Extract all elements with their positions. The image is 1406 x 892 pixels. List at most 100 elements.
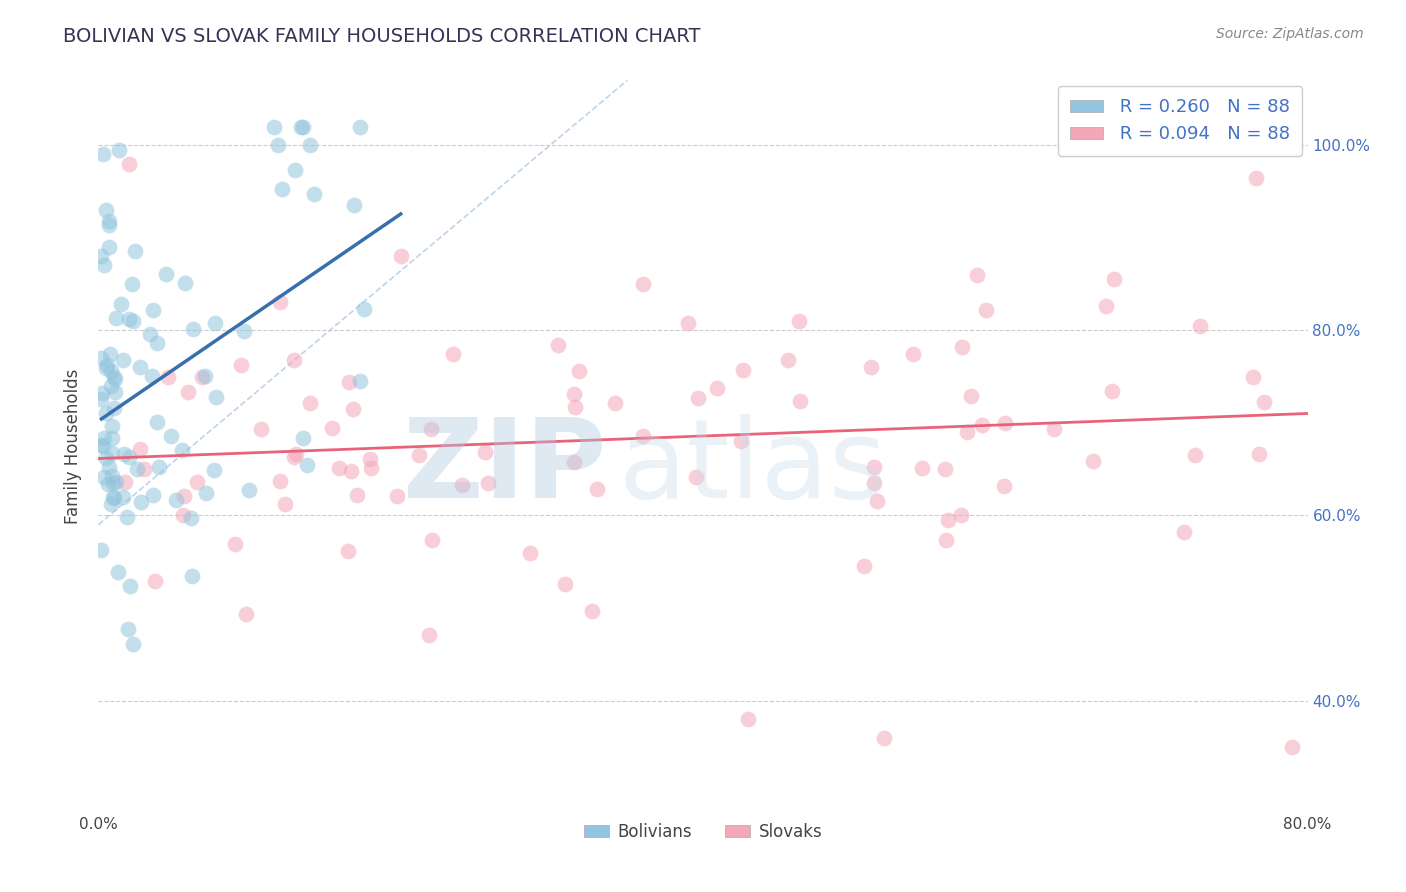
Point (101, 419, 124, 434)
Point (110, 297, 132, 311)
Point (974, 302, 997, 317)
Point (568, 364, 591, 378)
Point (1244, 170, 1267, 185)
Point (1189, 318, 1212, 333)
Point (862, 476, 884, 491)
Point (474, 445, 496, 459)
Point (581, 603, 603, 617)
Point (142, 302, 165, 317)
Point (340, 465, 363, 479)
Point (603, 396, 626, 410)
Point (101, 431, 124, 445)
Point (145, 574, 167, 588)
Point (180, 569, 202, 583)
Point (174, 276, 197, 290)
Point (935, 533, 957, 547)
Point (349, 120, 371, 134)
Point (250, 422, 273, 436)
Point (676, 316, 699, 330)
Point (342, 401, 364, 416)
Point (100, 498, 122, 512)
Point (100, 346, 122, 360)
Point (186, 475, 208, 490)
Point (235, 607, 257, 622)
Point (321, 421, 343, 435)
Point (337, 543, 360, 558)
Point (283, 450, 305, 464)
Point (118, 156, 141, 170)
Point (269, 295, 291, 310)
Point (121, 314, 143, 328)
Point (96, 359, 118, 373)
Point (205, 390, 228, 404)
Point (389, 249, 412, 263)
Point (387, 489, 409, 503)
Point (950, 508, 973, 522)
Point (477, 475, 499, 490)
Point (731, 363, 754, 377)
Point (564, 401, 586, 415)
Point (966, 268, 988, 283)
Point (273, 497, 295, 511)
Point (90, 542, 112, 557)
Point (90, 249, 112, 263)
Point (269, 474, 291, 488)
Point (103, 401, 125, 416)
Point (118, 450, 141, 464)
Point (172, 508, 194, 522)
Point (94, 406, 117, 420)
Point (343, 198, 366, 212)
Point (204, 317, 226, 331)
Point (101, 490, 124, 504)
Point (97, 459, 120, 474)
Point (132, 462, 155, 476)
Point (105, 475, 128, 489)
Point (100, 445, 122, 459)
Point (519, 546, 541, 560)
Point (111, 490, 134, 504)
Point (284, 162, 307, 177)
Point (994, 416, 1017, 430)
Point (993, 479, 1015, 493)
Point (359, 451, 381, 466)
Point (873, 731, 896, 745)
Point (1184, 448, 1206, 462)
Point (360, 460, 382, 475)
Point (107, 565, 129, 579)
Point (297, 458, 319, 473)
Point (93, 431, 115, 445)
Point (124, 244, 146, 259)
Point (859, 359, 882, 374)
Point (121, 277, 143, 291)
Point (408, 448, 430, 462)
Point (191, 370, 214, 384)
Point (686, 391, 709, 405)
Point (141, 369, 163, 384)
Point (547, 337, 569, 351)
Text: Source: ZipAtlas.com: Source: ZipAtlas.com (1216, 27, 1364, 41)
Point (789, 314, 811, 328)
Point (730, 434, 752, 449)
Point (177, 384, 200, 399)
Point (706, 381, 728, 395)
Point (299, 138, 322, 153)
Point (155, 268, 177, 282)
Point (263, 120, 285, 134)
Point (1253, 394, 1275, 409)
Point (737, 712, 759, 726)
Point (302, 186, 325, 201)
Point (100, 379, 122, 393)
Point (103, 370, 125, 384)
Point (94, 361, 117, 376)
Point (194, 369, 217, 384)
Point (101, 468, 124, 483)
Point (346, 488, 368, 502)
Point (91, 439, 114, 453)
Point (94, 202, 117, 217)
Point (156, 370, 179, 384)
Point (267, 137, 290, 152)
Point (148, 459, 170, 474)
Point (1191, 138, 1213, 153)
Point (911, 461, 934, 475)
Point (125, 461, 148, 475)
